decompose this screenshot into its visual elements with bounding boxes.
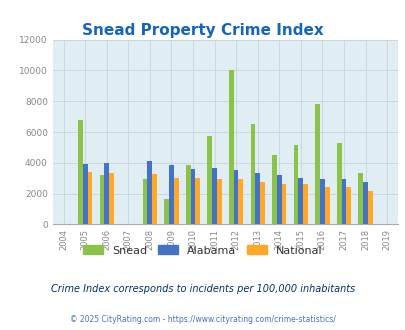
Text: © 2025 CityRating.com - https://www.cityrating.com/crime-statistics/: © 2025 CityRating.com - https://www.city… [70, 315, 335, 324]
Text: Snead Property Crime Index: Snead Property Crime Index [82, 23, 323, 38]
Bar [303, 184, 307, 224]
Bar [185, 165, 190, 224]
Bar [164, 199, 168, 224]
Bar [345, 187, 350, 224]
Bar [276, 175, 281, 224]
Bar [315, 104, 319, 224]
Bar [228, 70, 233, 224]
Bar [281, 184, 286, 224]
Bar [233, 171, 238, 224]
Bar [168, 165, 173, 224]
Bar [271, 155, 276, 224]
Bar [238, 179, 243, 224]
Bar [152, 174, 157, 224]
Bar [293, 145, 298, 224]
Bar [362, 182, 367, 224]
Bar [78, 120, 83, 224]
Bar [212, 168, 216, 224]
Bar [99, 175, 104, 224]
Legend: Snead, Alabama, National: Snead, Alabama, National [79, 241, 326, 260]
Bar [336, 143, 341, 224]
Bar [255, 173, 260, 224]
Bar [367, 191, 372, 224]
Bar [216, 179, 221, 224]
Bar [207, 136, 212, 224]
Bar [324, 187, 329, 224]
Bar [173, 178, 178, 224]
Bar [250, 124, 255, 224]
Bar [319, 179, 324, 224]
Bar [260, 182, 264, 224]
Bar [143, 179, 147, 224]
Bar [298, 178, 303, 224]
Bar [83, 164, 87, 224]
Bar [358, 173, 362, 224]
Bar [87, 172, 92, 224]
Bar [147, 161, 152, 224]
Bar [190, 169, 195, 224]
Text: Crime Index corresponds to incidents per 100,000 inhabitants: Crime Index corresponds to incidents per… [51, 284, 354, 294]
Bar [104, 163, 109, 224]
Bar [109, 173, 113, 224]
Bar [195, 178, 200, 224]
Bar [341, 179, 345, 224]
